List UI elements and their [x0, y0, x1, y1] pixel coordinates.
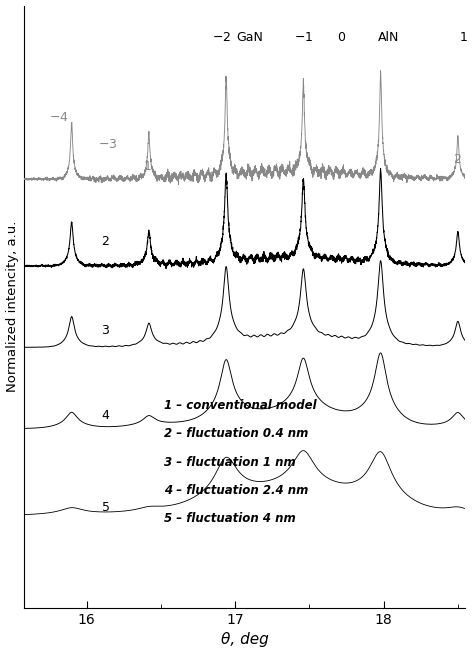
Text: AlN: AlN: [378, 31, 399, 44]
Text: $3$: $3$: [101, 324, 110, 337]
X-axis label: θ, deg: θ, deg: [221, 633, 269, 647]
Text: 2 – fluctuation 0.4 nm: 2 – fluctuation 0.4 nm: [164, 427, 308, 440]
Text: GaN: GaN: [237, 31, 264, 44]
Text: $1$: $1$: [459, 31, 468, 44]
Text: 1 – conventional model: 1 – conventional model: [164, 399, 316, 412]
Text: $2$: $2$: [101, 235, 110, 248]
Text: $2$: $2$: [454, 153, 462, 167]
Text: $1$: $1$: [143, 160, 152, 172]
Text: $-4$: $-4$: [49, 111, 69, 124]
Text: $-1$: $-1$: [294, 31, 313, 44]
Text: $-3$: $-3$: [99, 138, 118, 151]
Text: $-2$: $-2$: [212, 31, 231, 44]
Text: $5$: $5$: [101, 502, 110, 515]
Y-axis label: Normalized intencity, a.u.: Normalized intencity, a.u.: [6, 221, 18, 392]
Text: 5 – fluctuation 4 nm: 5 – fluctuation 4 nm: [164, 512, 295, 525]
Text: 4 – fluctuation 2.4 nm: 4 – fluctuation 2.4 nm: [164, 484, 308, 497]
Text: $0$: $0$: [337, 31, 346, 44]
Text: 3 – fluctuation 1 nm: 3 – fluctuation 1 nm: [164, 456, 295, 468]
Text: $4$: $4$: [101, 409, 110, 422]
